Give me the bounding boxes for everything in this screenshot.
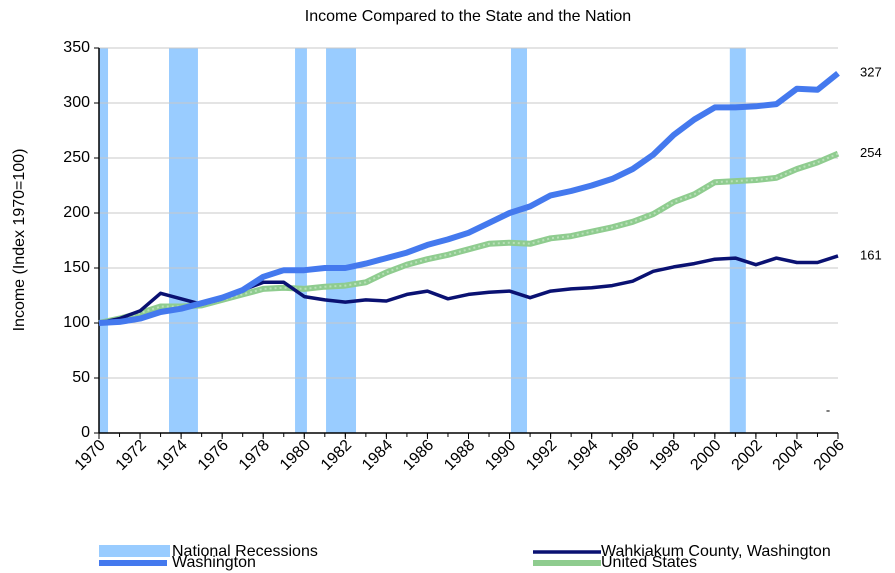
recession-band xyxy=(168,48,198,433)
x-tick-label: 1978 xyxy=(236,437,273,474)
x-tick-label: 1996 xyxy=(605,437,642,474)
x-tick-label: 1998 xyxy=(646,437,683,474)
end-label: 254 xyxy=(860,145,882,160)
recession-band xyxy=(295,48,307,433)
legend-label: United States xyxy=(601,554,697,571)
annotation: - xyxy=(826,402,830,417)
x-tick-label: 1980 xyxy=(277,437,314,474)
x-tick-label: 1986 xyxy=(400,437,437,474)
legend-label: Washington xyxy=(172,554,256,571)
x-tick-label: 1992 xyxy=(523,437,560,474)
y-tick-label: 0 xyxy=(81,424,90,441)
x-tick-label: 1974 xyxy=(154,437,191,474)
x-tick-label: 1984 xyxy=(359,437,396,474)
y-tick-label: 300 xyxy=(63,94,90,111)
y-tick-label: 100 xyxy=(63,314,90,331)
chart-title: Income Compared to the State and the Nat… xyxy=(305,8,631,25)
series-line xyxy=(98,150,840,326)
y-tick-label: 350 xyxy=(63,39,90,56)
x-tick-label: 1976 xyxy=(195,437,232,474)
x-tick-label: 1982 xyxy=(318,437,355,474)
x-tick-label: 1970 xyxy=(72,437,109,474)
x-tick-label: 1972 xyxy=(113,437,150,474)
y-tick-label: 150 xyxy=(63,259,90,276)
legend-swatch xyxy=(99,545,170,557)
x-tick-label: 1990 xyxy=(482,437,519,474)
legend-label: National Recessions xyxy=(172,543,318,560)
x-tick-label: 2000 xyxy=(687,437,724,474)
y-tick-label: 200 xyxy=(63,204,90,221)
legend-label: Wahkiakum County, Washington xyxy=(601,543,831,560)
y-tick-label: 250 xyxy=(63,149,90,166)
y-axis-label: Income (Index 1970=100) xyxy=(11,149,28,332)
x-tick-label: 2006 xyxy=(811,437,848,474)
series-line xyxy=(98,70,840,326)
recession-band xyxy=(99,48,109,433)
x-tick-label: 1988 xyxy=(441,437,478,474)
recession-band xyxy=(326,48,357,433)
end-label: 327 xyxy=(860,65,882,80)
y-tick-label: 50 xyxy=(72,369,90,386)
recession-band xyxy=(729,48,746,433)
x-tick-label: 2002 xyxy=(729,437,766,474)
end-label: 161 xyxy=(860,247,882,262)
x-tick-label: 1994 xyxy=(564,437,601,474)
series-line xyxy=(98,254,839,325)
x-tick-label: 2004 xyxy=(770,437,807,474)
